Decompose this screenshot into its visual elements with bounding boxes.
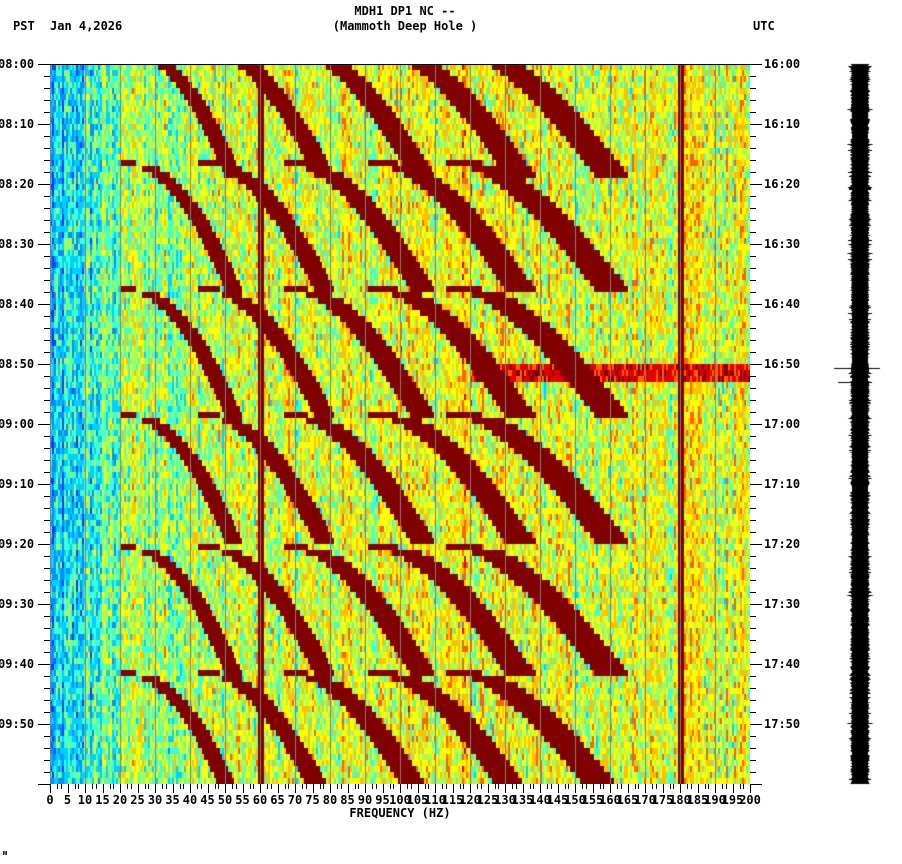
- x-tick-label: 160: [599, 793, 621, 807]
- y-tick-left-label: 09:20: [0, 537, 35, 551]
- y-tick-right-label: 17:50: [764, 717, 801, 731]
- x-tick-label: 30: [147, 793, 163, 807]
- y-tick-left-label: 08:10: [0, 117, 35, 131]
- x-tick-label: 0: [46, 793, 54, 807]
- y-tick-left-label: 09:00: [0, 417, 35, 431]
- x-tick-label: 180: [669, 793, 691, 807]
- x-tick-label: 55: [235, 793, 250, 807]
- spectrogram-plot: [50, 64, 750, 784]
- right-timezone-label: UTC: [753, 19, 775, 33]
- x-tick-label: 15: [95, 793, 110, 807]
- x-tick-label: 140: [529, 793, 551, 807]
- x-tick-label: 20: [112, 793, 128, 807]
- x-tick-label: 25: [130, 793, 145, 807]
- date-label: Jan 4,2026: [50, 19, 123, 33]
- y-tick-left-label: 09:30: [0, 597, 35, 611]
- x-tick-label: 75: [305, 793, 320, 807]
- x-tick-label: 100: [389, 793, 411, 807]
- x-tick-label: 165: [616, 793, 639, 807]
- x-tick-label: 60: [252, 793, 268, 807]
- x-tick-label: 185: [686, 793, 709, 807]
- x-tick-label: 170: [634, 793, 656, 807]
- y-tick-right-label: 16:40: [764, 297, 801, 311]
- x-tick-label: 105: [406, 793, 429, 807]
- x-tick-label: 150: [564, 793, 586, 807]
- x-tick-label: 135: [511, 793, 534, 807]
- x-tick-label: 65: [270, 793, 285, 807]
- y-tick-left-label: 09:40: [0, 657, 35, 671]
- x-tick-label: 95: [375, 793, 390, 807]
- x-tick-label: 195: [721, 793, 744, 807]
- y-tick-right-label: 17:20: [764, 537, 801, 551]
- x-tick-label: 35: [165, 793, 180, 807]
- y-tick-left-label: 08:30: [0, 237, 35, 251]
- x-axis-title: FREQUENCY (HZ): [349, 806, 451, 820]
- y-tick-left-label: 08:50: [0, 357, 35, 371]
- x-tick-label: 190: [704, 793, 726, 807]
- y-tick-left-label: 09:50: [0, 717, 35, 731]
- y-tick-left-label: 09:10: [0, 477, 35, 491]
- x-tick-label: 10: [77, 793, 93, 807]
- x-tick-label: 70: [287, 793, 303, 807]
- x-tick-label: 45: [200, 793, 215, 807]
- y-tick-left-label: 08:40: [0, 297, 35, 311]
- y-tick-left-label: 08:00: [0, 57, 35, 71]
- x-tick-label: 120: [459, 793, 481, 807]
- seismogram-trace: [830, 60, 890, 788]
- x-tick-label: 90: [357, 793, 373, 807]
- x-tick-label: 40: [182, 793, 198, 807]
- y-tick-right-label: 16:00: [764, 57, 801, 71]
- x-tick-label: 125: [476, 793, 499, 807]
- y-tick-right-label: 16:50: [764, 357, 801, 371]
- x-tick-label: 175: [651, 793, 674, 807]
- x-tick-label: 145: [546, 793, 569, 807]
- y-tick-left-label: 08:20: [0, 177, 35, 191]
- x-tick-label: 115: [441, 793, 464, 807]
- x-tick-label: 200: [739, 793, 761, 807]
- x-tick-label: 110: [424, 793, 446, 807]
- y-tick-right-label: 16:10: [764, 117, 801, 131]
- x-tick-label: 155: [581, 793, 604, 807]
- y-tick-right-label: 17:00: [764, 417, 801, 431]
- y-tick-right-label: 17:10: [764, 477, 801, 491]
- x-tick-label: 80: [322, 793, 338, 807]
- x-tick-label: 85: [340, 793, 355, 807]
- chart-title-station: MDH1 DP1 NC --: [354, 4, 456, 18]
- y-tick-right-label: 16:30: [764, 237, 801, 251]
- x-tick-label: 130: [494, 793, 516, 807]
- x-tick-label: 50: [217, 793, 233, 807]
- x-tick-label: 5: [63, 793, 72, 807]
- y-tick-right-label: 17:40: [764, 657, 801, 671]
- y-tick-right-label: 16:20: [764, 177, 801, 191]
- left-timezone-label: PST: [13, 19, 35, 33]
- chart-title-site: (Mammoth Deep Hole ): [332, 19, 478, 33]
- footer-mark: ᴍ: [3, 849, 8, 857]
- y-tick-right-label: 17:30: [764, 597, 801, 611]
